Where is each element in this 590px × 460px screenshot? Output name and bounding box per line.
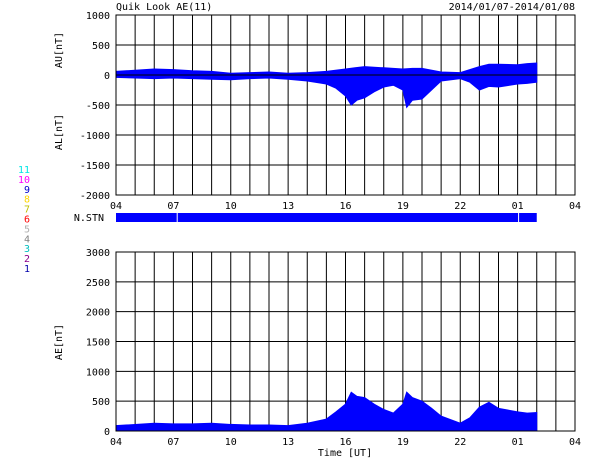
ae-ytick-label: 3000 <box>86 248 110 259</box>
au-al-ytick-label: 500 <box>92 41 110 52</box>
au-al-xtick-label: 16 <box>339 201 351 212</box>
legend-station-number: 6 <box>24 215 30 226</box>
al-axis-title: AL[nT] <box>54 114 65 150</box>
legend-station-number: 7 <box>24 205 30 216</box>
ae-ytick-label: 1000 <box>86 367 110 378</box>
ae-area <box>115 391 538 432</box>
x-axis-title: Time [UT] <box>318 448 372 459</box>
chart-title: Quik Look AE(11) <box>116 2 212 13</box>
au-al-ytick-label: -500 <box>86 101 110 112</box>
au-al-xtick-label: 10 <box>225 201 237 212</box>
au-al-xtick-label: 04 <box>110 201 122 212</box>
legend-station-number: 11 <box>18 165 30 176</box>
ae-ytick-label: 2000 <box>86 308 110 319</box>
ae-ytick-label: 0 <box>104 427 110 438</box>
au-al-envelope <box>115 62 538 109</box>
ae-axis-title: AE[nT] <box>54 324 65 360</box>
au-al-xtick-label: 19 <box>397 201 409 212</box>
ae-xtick-label: 19 <box>397 437 409 448</box>
legend-station-number: 4 <box>24 234 30 245</box>
legend-station-number: 3 <box>24 244 30 255</box>
ae-ytick-label: 500 <box>92 397 110 408</box>
date-range: 2014/01/07-2014/01/08 <box>449 2 575 13</box>
au-al-xtick-label: 22 <box>454 201 466 212</box>
ae-xtick-label: 13 <box>282 437 294 448</box>
ae-xtick-label: 01 <box>512 437 524 448</box>
ae-frame <box>115 251 576 432</box>
station-count-panel: N.STN <box>74 213 537 224</box>
ae-xtick-label: 22 <box>454 437 466 448</box>
legend-station-number: 2 <box>24 254 30 265</box>
legend-station-number: 5 <box>24 224 30 235</box>
au-al-xtick-label: 13 <box>282 201 294 212</box>
ae-xtick-label: 04 <box>569 437 581 448</box>
ae-ytick-label: 2500 <box>86 278 110 289</box>
ae-xtick-label: 16 <box>339 437 351 448</box>
au-al-ytick-label: -1000 <box>80 131 110 142</box>
au-al-ytick-label: -2000 <box>80 191 110 202</box>
au-al-xtick-label: 01 <box>512 201 524 212</box>
au-al-ytick-label: 0 <box>104 71 110 82</box>
legend-station-number: 9 <box>24 185 30 196</box>
au-al-frame <box>115 14 576 196</box>
ae-xtick-label: 07 <box>167 437 179 448</box>
au-al-ytick-label: -1500 <box>80 161 110 172</box>
legend-station-number: 10 <box>18 175 30 186</box>
station-count-label: N.STN <box>74 213 104 224</box>
au-axis-title: AU[nT] <box>54 32 65 68</box>
station-count-bar <box>116 213 537 222</box>
ae-xtick-label: 04 <box>110 437 122 448</box>
ae-ytick-label: 1500 <box>86 338 110 349</box>
ae-xtick-label: 10 <box>225 437 237 448</box>
legend-station-number: 1 <box>24 264 30 275</box>
au-al-ytick-label: 1000 <box>86 11 110 22</box>
au-al-xtick-label: 07 <box>167 201 179 212</box>
au-al-xtick-label: 04 <box>569 201 581 212</box>
legend-station-number: 8 <box>24 195 30 206</box>
